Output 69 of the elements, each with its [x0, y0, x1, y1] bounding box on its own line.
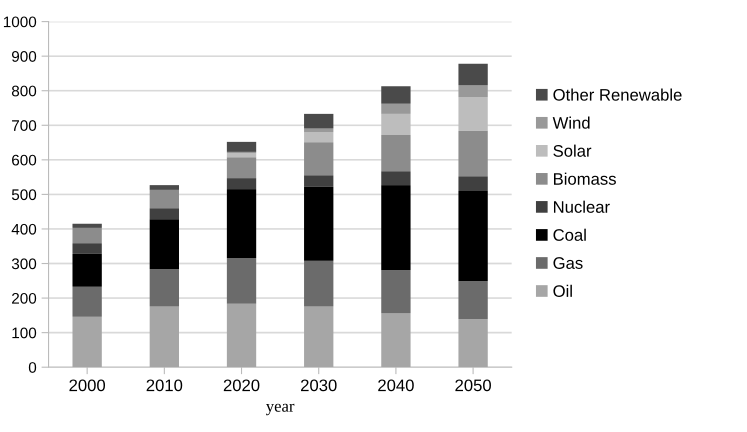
y-tick-label: 0 — [28, 362, 36, 373]
x-tick-label: 2040 — [378, 379, 414, 392]
bar — [458, 64, 488, 86]
bar — [304, 128, 334, 132]
bar — [458, 85, 488, 98]
x-tick-label: 2030 — [301, 379, 337, 392]
bar — [381, 114, 411, 135]
bar — [150, 306, 180, 368]
bar — [458, 176, 488, 191]
y-tick-label: 1000 — [4, 16, 36, 28]
bar — [381, 86, 411, 104]
legend-label: Oil — [553, 284, 572, 297]
x-tick-label: 2050 — [455, 379, 491, 392]
bar — [381, 185, 411, 270]
bar — [381, 134, 411, 172]
bar — [304, 114, 334, 128]
bar — [226, 153, 256, 158]
bar — [458, 97, 488, 131]
bar — [72, 286, 102, 317]
bar — [150, 219, 180, 270]
legend-label: Nuclear — [554, 200, 610, 213]
x-axis-title: year — [266, 404, 294, 416]
bar — [458, 319, 488, 368]
bar — [381, 104, 411, 114]
bar — [72, 243, 102, 254]
bar — [150, 190, 180, 208]
bar — [226, 190, 256, 258]
legend-label: Coal — [553, 228, 586, 241]
legend-label: Wind — [552, 116, 590, 129]
y-tick-label: 400 — [12, 224, 36, 235]
bar — [150, 208, 180, 220]
bar — [226, 142, 256, 152]
bar — [304, 142, 334, 176]
bar — [304, 186, 334, 261]
x-tick-label: 2000 — [69, 379, 106, 392]
bar — [72, 254, 102, 287]
bar — [304, 260, 334, 306]
bar — [304, 306, 334, 368]
bar — [226, 178, 256, 190]
y-tick-label: 100 — [12, 328, 36, 338]
legend-label: Solar — [553, 144, 592, 157]
bar — [304, 175, 334, 187]
x-tick-label: 2020 — [224, 379, 260, 392]
bar — [226, 304, 256, 368]
x-tick-label: 2010 — [146, 379, 182, 392]
bar — [72, 228, 102, 244]
bar — [226, 258, 256, 304]
bar — [381, 313, 411, 368]
y-tick-label: 600 — [12, 154, 36, 166]
bar — [304, 132, 334, 143]
legend-label: Biomass — [554, 172, 616, 185]
bar — [150, 269, 180, 306]
y-tick-label: 900 — [12, 51, 36, 62]
bar — [381, 270, 411, 314]
bar — [381, 171, 411, 186]
y-tick-label: 800 — [12, 86, 36, 96]
legend-label: Other Renewable — [553, 88, 682, 101]
y-tick-label: 200 — [12, 292, 36, 304]
y-tick-label: 500 — [12, 189, 36, 200]
bar — [458, 130, 488, 176]
legend-label: Gas — [553, 257, 583, 269]
y-tick-label: 300 — [12, 258, 36, 270]
bar — [458, 190, 488, 282]
bar — [458, 281, 488, 320]
y-tick-label: 700 — [12, 120, 36, 131]
bar — [226, 157, 256, 178]
bar — [150, 185, 180, 190]
bar — [72, 224, 102, 228]
bar — [72, 316, 102, 368]
